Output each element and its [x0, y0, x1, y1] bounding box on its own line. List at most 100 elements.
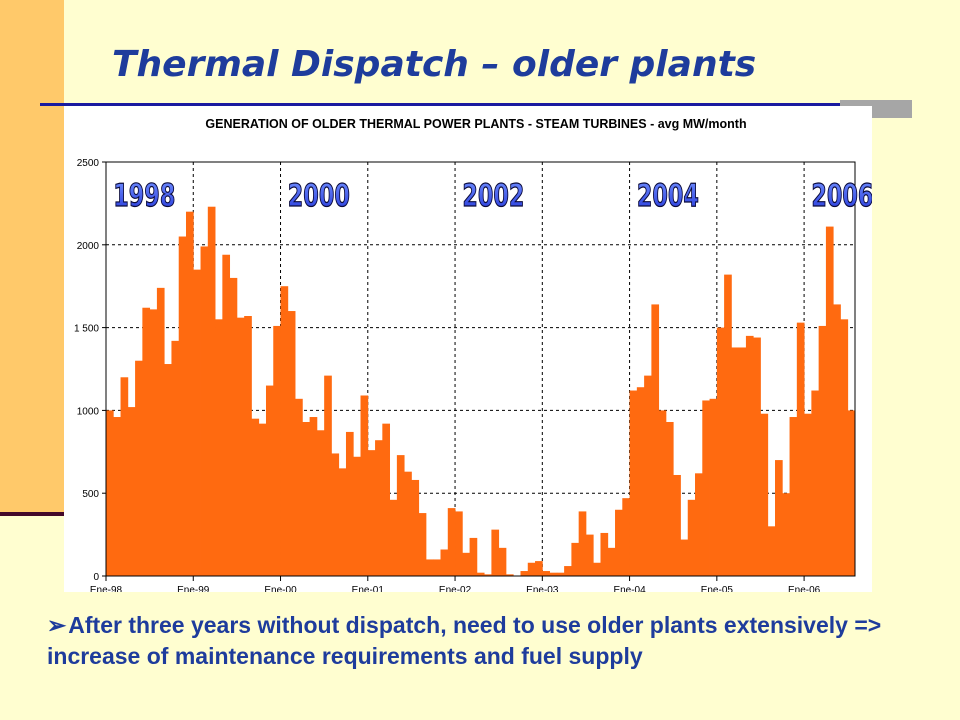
bar — [113, 417, 121, 576]
bar — [753, 337, 761, 576]
bar — [287, 311, 296, 576]
bar — [149, 309, 158, 576]
bar — [106, 410, 114, 576]
bar — [520, 571, 529, 576]
bar — [673, 474, 681, 576]
left-accent-bar — [0, 0, 64, 516]
bar — [396, 455, 405, 576]
chart-bars — [106, 206, 856, 577]
bar — [433, 559, 441, 576]
bar — [382, 423, 391, 576]
bar — [615, 509, 623, 576]
bar — [127, 407, 136, 576]
bar — [236, 317, 245, 576]
x-tick-label: Ene-06 — [788, 585, 821, 592]
bar — [549, 572, 558, 576]
bar — [564, 566, 572, 576]
bar — [455, 511, 463, 576]
bar — [142, 307, 151, 576]
bar — [775, 460, 783, 576]
bar — [498, 547, 507, 576]
bar — [469, 537, 478, 576]
year-annotations: 1998 2000 2002 2004 2006 — [113, 178, 872, 215]
bar — [818, 325, 827, 576]
bar — [796, 322, 805, 576]
bar — [491, 529, 500, 576]
y-tick-label: 0 — [93, 572, 99, 583]
x-tick-label: Ene-98 — [90, 585, 123, 592]
bar — [425, 559, 434, 576]
bar — [360, 395, 369, 576]
bar — [556, 572, 565, 576]
bar — [825, 226, 834, 577]
bar — [636, 387, 645, 576]
x-tick-label: Ene-02 — [439, 585, 472, 592]
bar — [578, 511, 587, 576]
bar — [709, 398, 718, 576]
bar — [331, 453, 340, 576]
bar — [156, 287, 165, 576]
bar — [622, 498, 630, 576]
bar — [324, 375, 332, 576]
bar — [782, 493, 790, 576]
year-label: 2000 — [288, 178, 350, 214]
bullet-text: After three years without dispatch, need… — [47, 612, 882, 669]
bar — [120, 377, 129, 576]
bar — [367, 450, 376, 576]
bar — [447, 508, 456, 576]
bullet-arrow-icon: ➢ — [47, 612, 67, 638]
bar — [280, 286, 289, 576]
bar — [658, 410, 667, 576]
bar — [542, 571, 550, 576]
bar — [724, 274, 732, 576]
bar — [607, 547, 616, 576]
bar — [258, 423, 267, 576]
bar — [505, 574, 514, 576]
bar — [476, 572, 485, 576]
bar — [215, 319, 223, 576]
bar — [251, 418, 260, 576]
bar — [535, 561, 543, 576]
bar — [193, 269, 201, 576]
chart-panel: GENERATION OF OLDER THERMAL POWER PLANTS… — [64, 106, 872, 592]
y-tick-label: 2000 — [77, 241, 100, 252]
bar — [716, 327, 725, 576]
y-tick-label: 1000 — [77, 406, 100, 417]
bar — [484, 574, 492, 576]
bar — [665, 421, 674, 576]
chart-axes: 0 500 1000 1 500 2000 2500 Ene-98 Ene-99 Ene-00 E… — [74, 158, 856, 592]
bar — [164, 364, 172, 576]
x-tick-label: Ene-99 — [177, 585, 210, 592]
bar — [244, 316, 252, 576]
year-label: 1998 — [113, 178, 175, 214]
bar — [593, 562, 601, 576]
bar — [840, 319, 849, 576]
x-tick-label: Ene-05 — [701, 585, 734, 592]
y-tick-label: 1 500 — [74, 324, 99, 335]
slide-title: Thermal Dispatch – older plants — [112, 44, 757, 85]
bar — [185, 211, 194, 576]
bar — [418, 513, 427, 576]
bar — [178, 236, 187, 576]
bar — [811, 390, 820, 576]
y-tick-label: 500 — [82, 489, 99, 500]
bar — [375, 440, 383, 576]
bar — [229, 277, 238, 576]
bar — [760, 413, 769, 576]
bar — [804, 413, 812, 576]
x-tick-label: Ene-03 — [526, 585, 559, 592]
bar — [404, 471, 412, 576]
year-label: 2004 — [637, 178, 699, 214]
bar — [644, 375, 652, 576]
bar — [389, 499, 398, 576]
bar — [847, 410, 856, 576]
bar — [745, 335, 754, 576]
bullet-point: ➢After three years without dispatch, nee… — [47, 610, 927, 672]
bar — [265, 385, 274, 576]
bar — [687, 499, 696, 576]
title-underline — [40, 103, 840, 106]
chart-title: GENERATION OF OLDER THERMAL POWER PLANTS… — [205, 117, 746, 131]
bar — [440, 549, 449, 576]
bar — [200, 246, 209, 576]
x-tick-label: Ene-01 — [352, 585, 385, 592]
